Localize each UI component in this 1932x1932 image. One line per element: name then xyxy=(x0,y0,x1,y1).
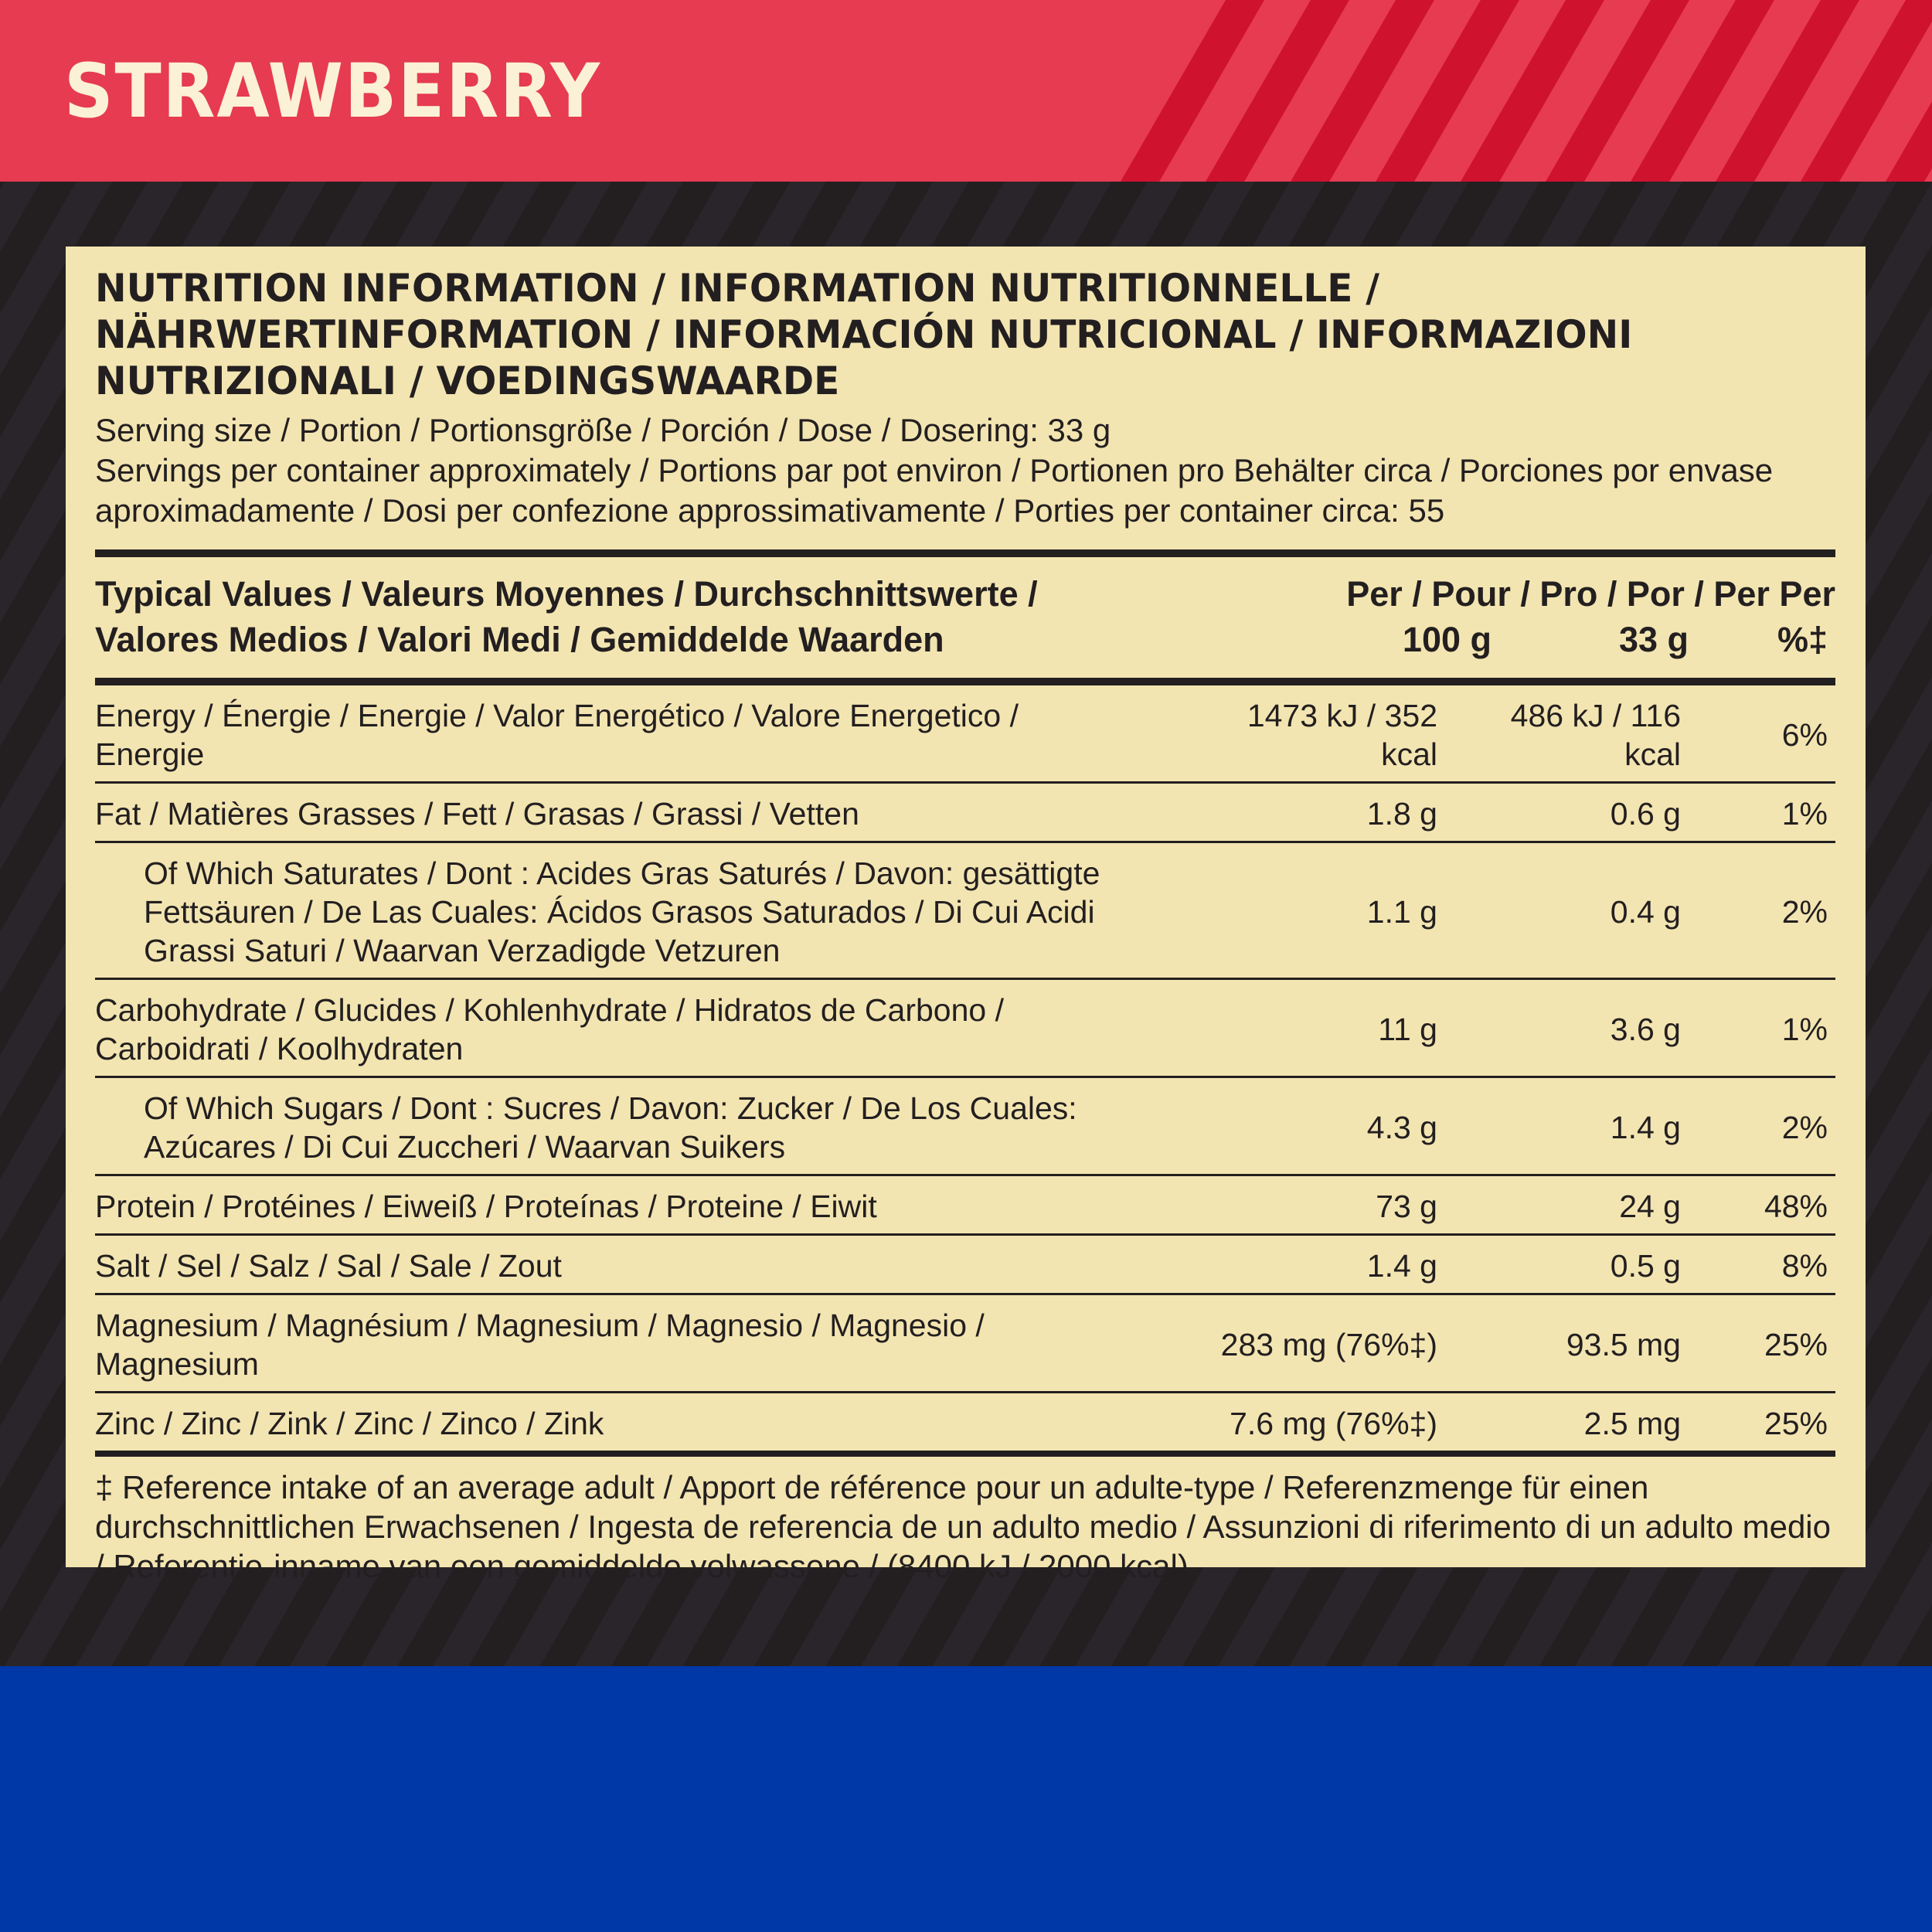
percent-ri-value: 2% xyxy=(1681,1076,1835,1175)
per-100g-value: 1473 kJ / 352 kcal xyxy=(1247,698,1437,772)
nutrient-label: Zinc / Zinc / Zink / Zinc / Zinco / Zink xyxy=(95,1391,1159,1457)
nutrition-heading: NUTRITION INFORMATION / INFORMATION NUTR… xyxy=(95,266,1633,403)
stripe xyxy=(1291,0,1434,182)
table-row: Zinc / Zinc / Zink / Zinc / Zinco / Zink… xyxy=(95,1391,1835,1457)
stripe xyxy=(1546,0,1689,182)
percent-ri-value: 1% xyxy=(1681,781,1835,842)
table-row: Energy / Énergie / Energie / Valor Energ… xyxy=(95,685,1835,783)
footnote: ‡ Reference intake of an average adult /… xyxy=(95,1469,1831,1584)
stripe xyxy=(1376,0,1519,182)
per-serving-value: 24 g xyxy=(1437,1174,1681,1235)
nutrient-label: Salt / Sel / Salz / Sal / Sale / Zout xyxy=(95,1233,1159,1294)
flavor-title: STRAWBERRY xyxy=(64,48,601,134)
per-serving-value: 93.5 mg xyxy=(1437,1293,1681,1393)
per-100g-value: 1.4 g xyxy=(1159,1233,1437,1294)
per-serving-value: 1.4 g xyxy=(1437,1076,1681,1175)
percent-ri-value: 8% xyxy=(1681,1233,1835,1294)
nutrient-label: Carbohydrate / Glucides / Kohlenhydrate … xyxy=(95,978,1159,1077)
per-serving-value: 0.5 g xyxy=(1437,1233,1681,1294)
nutrient-label: Energy / Énergie / Energie / Valor Energ… xyxy=(95,698,1019,772)
table-row: Fat / Matières Grasses / Fett / Grasas /… xyxy=(95,781,1835,842)
blue-band xyxy=(0,1666,1932,1932)
table-row: Carbohydrate / Glucides / Kohlenhydrate … xyxy=(95,978,1835,1077)
per-100g-value: 1.1 g xyxy=(1159,841,1437,979)
serving-size: Serving size / Portion / Portionsgröße /… xyxy=(95,412,1111,448)
per-100g-value: 1.8 g xyxy=(1159,781,1437,842)
per-100g-value: 73 g xyxy=(1159,1174,1437,1235)
stripe xyxy=(1206,0,1349,182)
percent-ri-value: 6% xyxy=(1781,717,1828,753)
per-serving-value: 3.6 g xyxy=(1437,978,1681,1077)
nutrient-label: Of Which Saturates / Dont : Acides Gras … xyxy=(95,841,1159,979)
table-row: Protein / Protéines / Eiweiß / Proteínas… xyxy=(95,1174,1835,1235)
stripe xyxy=(1801,0,1932,182)
stripe xyxy=(1461,0,1604,182)
table-row: Magnesium / Magnésium / Magnesium / Magn… xyxy=(95,1293,1835,1393)
stripe xyxy=(1121,0,1264,182)
per-header: Per / Pour / Pro / Por / Per Per 100 g 3… xyxy=(1159,557,1835,678)
per-100g-value: 283 mg (76%‡) xyxy=(1159,1293,1437,1393)
per-serving-value: 2.5 mg xyxy=(1437,1391,1681,1457)
per-header-line: Per / Pour / Pro / Por / Per Per xyxy=(1346,574,1835,614)
stripe xyxy=(1716,0,1859,182)
table-row: Salt / Sel / Salz / Sal / Sale / Zout 1.4… xyxy=(95,1233,1835,1294)
per-100g-header: 100 g xyxy=(1402,620,1492,659)
nutrient-label: Protein / Protéines / Eiweiß / Proteínas… xyxy=(95,1174,1159,1235)
typical-values-header: Typical Values / Valeurs Moyennes / Durc… xyxy=(95,574,1038,659)
nutrient-label: Magnesium / Magnésium / Magnesium / Magn… xyxy=(95,1293,1159,1393)
percent-ri-value: 48% xyxy=(1681,1174,1835,1235)
flavor-banner: STRAWBERRY xyxy=(0,0,1932,182)
per-serving-value: 0.6 g xyxy=(1437,781,1681,842)
divider xyxy=(95,549,1835,557)
decorative-stripes xyxy=(1121,0,1932,182)
stripe xyxy=(1886,101,1932,182)
nutrient-label: Of Which Sugars / Dont : Sucres / Davon:… xyxy=(95,1076,1159,1175)
divider xyxy=(95,678,1835,685)
table-header: Typical Values / Valeurs Moyennes / Durc… xyxy=(95,557,1835,678)
percent-ri-header: %‡ xyxy=(1777,620,1828,659)
per-serving-header: 33 g xyxy=(1618,620,1689,659)
percent-ri-value: 25% xyxy=(1681,1293,1835,1393)
per-serving-value: 486 kJ / 116 kcal xyxy=(1510,698,1681,772)
stripe xyxy=(1631,0,1774,182)
per-100g-value: 4.3 g xyxy=(1159,1076,1437,1175)
per-100g-value: 7.6 mg (76%‡) xyxy=(1159,1391,1437,1457)
table-row: Of Which Sugars / Dont : Sucres / Davon:… xyxy=(95,1076,1835,1175)
percent-ri-value: 25% xyxy=(1681,1391,1835,1457)
nutrition-panel: NUTRITION INFORMATION / INFORMATION NUTR… xyxy=(66,247,1866,1584)
nutrient-label: Fat / Matières Grasses / Fett / Grasas /… xyxy=(95,781,1159,842)
table-row: Of Which Saturates / Dont : Acides Gras … xyxy=(95,841,1835,979)
nutrition-table: Typical Values / Valeurs Moyennes / Durc… xyxy=(95,557,1835,1457)
per-100g-value: 11 g xyxy=(1159,978,1437,1077)
percent-ri-value: 1% xyxy=(1681,978,1835,1077)
per-serving-value: 0.4 g xyxy=(1437,841,1681,979)
servings-per-container: Servings per container approximately / P… xyxy=(95,452,1774,529)
percent-ri-value: 2% xyxy=(1681,841,1835,979)
